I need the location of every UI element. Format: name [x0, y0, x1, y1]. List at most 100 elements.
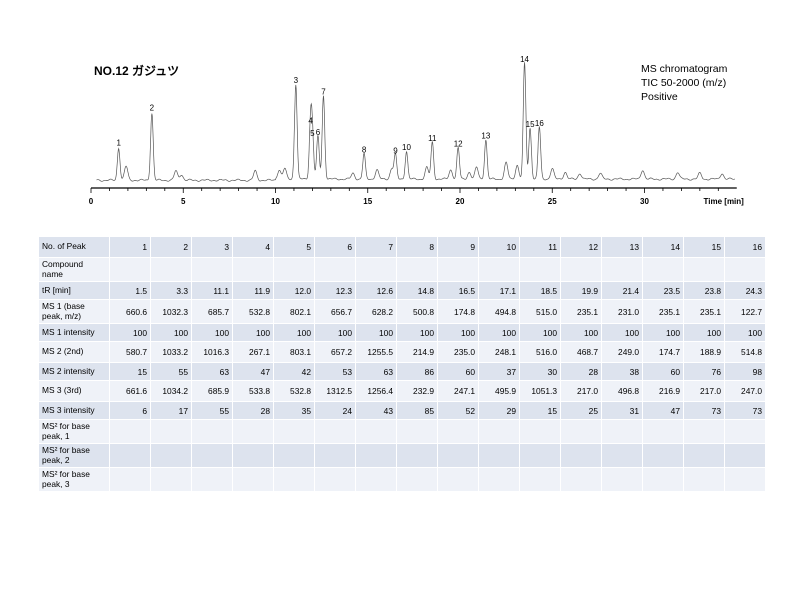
row-label: MS² for base peak, 3 [38, 467, 110, 492]
table-cell: 5 [273, 236, 315, 258]
table-cell [642, 419, 684, 444]
table-cell: 231.0 [601, 299, 643, 324]
peak-label: 10 [402, 143, 411, 152]
table-cell: 12 [560, 236, 602, 258]
table-cell [232, 419, 274, 444]
table-cell [724, 467, 766, 492]
table-cell: 495.9 [478, 380, 520, 402]
table-cell: 18.5 [519, 281, 561, 300]
peak-label: 15 [526, 120, 535, 129]
table-cell: 16.5 [437, 281, 479, 300]
table-cell: 3 [191, 236, 233, 258]
table-cell [478, 443, 520, 468]
table-cell: 1032.3 [150, 299, 192, 324]
table-cell: 803.1 [273, 341, 315, 363]
x-tick-label: 5 [181, 197, 186, 206]
table-cell: 55 [150, 362, 192, 381]
table-cell: 43 [355, 401, 397, 420]
table-cell: 73 [683, 401, 725, 420]
table-row: MS 3 intensity 6 17 55 28 35 24 43 85 52 29 15 25 31 4… [38, 401, 766, 420]
row-label: MS 1 intensity [38, 323, 110, 342]
table-cell [150, 467, 192, 492]
table-cell: 52 [437, 401, 479, 420]
table-cell: 628.2 [355, 299, 397, 324]
table-cell [109, 257, 151, 282]
table-cell [724, 419, 766, 444]
table-cell: 11.1 [191, 281, 233, 300]
table-cell: 15 [519, 401, 561, 420]
table-row: MS 1 intensity 100 100 100 100 100 100 100 100 10… [38, 323, 766, 342]
row-label: MS 2 intensity [38, 362, 110, 381]
table-cell: 232.9 [396, 380, 438, 402]
peak-label: 8 [362, 146, 367, 155]
info-line-2: TIC 50-2000 (m/z) [641, 77, 727, 89]
table-cell: 8 [396, 236, 438, 258]
table-cell: 21.4 [601, 281, 643, 300]
row-label: No. of Peak [38, 236, 110, 258]
table-cell: 656.7 [314, 299, 356, 324]
table-cell: 685.7 [191, 299, 233, 324]
table-cell: 2 [150, 236, 192, 258]
table-cell: 496.8 [601, 380, 643, 402]
table-cell: 37 [478, 362, 520, 381]
table-cell: 1016.3 [191, 341, 233, 363]
table-cell [478, 467, 520, 492]
table-cell: 174.7 [642, 341, 684, 363]
table-cell: 98 [724, 362, 766, 381]
table-cell [273, 419, 315, 444]
table-cell [396, 443, 438, 468]
peak-label: 2 [150, 104, 155, 113]
table-cell: 1256.4 [355, 380, 397, 402]
table-cell: 1 [109, 236, 151, 258]
table-cell: 35 [273, 401, 315, 420]
table-cell: 19.9 [560, 281, 602, 300]
x-tick-label: 25 [548, 197, 557, 206]
table-cell: 1255.5 [355, 341, 397, 363]
table-cell [601, 443, 643, 468]
table-cell [519, 467, 561, 492]
table-cell: 532.8 [273, 380, 315, 402]
row-label: MS 1 (base peak, m/z) [38, 299, 110, 324]
table-cell [232, 257, 274, 282]
table-cell: 1312.5 [314, 380, 356, 402]
table-cell [560, 467, 602, 492]
table-cell [232, 443, 274, 468]
table-cell: 11.9 [232, 281, 274, 300]
table-cell [519, 419, 561, 444]
x-axis-label: Time [min] [704, 197, 745, 206]
table-cell: 76 [683, 362, 725, 381]
table-cell: 100 [560, 323, 602, 342]
table-cell: 15 [683, 236, 725, 258]
table-cell [560, 257, 602, 282]
table-cell: 86 [396, 362, 438, 381]
table-cell [314, 257, 356, 282]
table-cell: 267.1 [232, 341, 274, 363]
table-cell: 17.1 [478, 281, 520, 300]
table-cell: 122.7 [724, 299, 766, 324]
row-label: Compound name [38, 257, 110, 282]
table-cell [437, 419, 479, 444]
info-line-1: MS chromatogram [641, 63, 728, 75]
info-line-3: Positive [641, 91, 678, 103]
table-cell: 6 [314, 236, 356, 258]
table-cell: 100 [601, 323, 643, 342]
table-cell [478, 257, 520, 282]
table-cell: 4 [232, 236, 274, 258]
table-cell [396, 467, 438, 492]
table-row: tR [min] 1.5 3.3 11.1 11.9 12.0 12.3 12.6 14.8 16… [38, 281, 766, 300]
table-cell: 28 [232, 401, 274, 420]
table-cell [314, 419, 356, 444]
table-cell: 100 [724, 323, 766, 342]
table-cell: 60 [437, 362, 479, 381]
table-row: MS² for base peak, 2 [38, 443, 766, 468]
peak-label: 1 [116, 139, 121, 148]
table-cell: 235.1 [683, 299, 725, 324]
table-cell: 661.6 [109, 380, 151, 402]
table-cell [355, 467, 397, 492]
table-cell: 12.3 [314, 281, 356, 300]
table-cell [437, 257, 479, 282]
peak-label: 12 [454, 140, 463, 149]
table-cell [150, 257, 192, 282]
table-cell: 31 [601, 401, 643, 420]
table-cell: 23.5 [642, 281, 684, 300]
